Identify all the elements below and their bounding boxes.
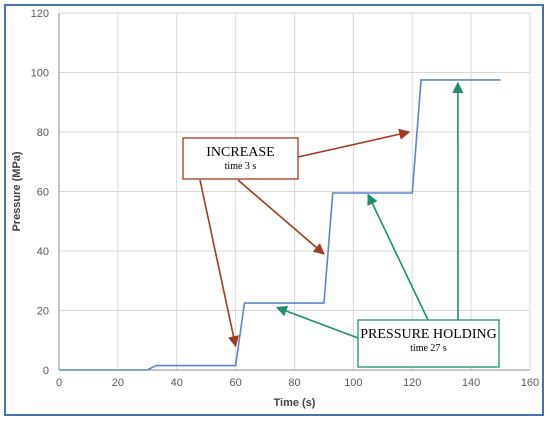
y-tick-label: 100 — [31, 68, 49, 80]
holding-annotation-box — [357, 319, 500, 368]
annotation-arrow — [297, 128, 411, 158]
x-tick-label: 160 — [521, 377, 539, 389]
x-tick-label: 140 — [462, 377, 480, 389]
x-tick-label: 60 — [230, 377, 242, 389]
y-tick-label: 80 — [37, 127, 49, 139]
annotation-arrow — [237, 179, 325, 255]
y-axis-title: Pressure (MPa) — [11, 151, 23, 231]
y-tick-label: 40 — [37, 246, 49, 258]
x-tick-label: 20 — [112, 377, 124, 389]
x-tick-label: 40 — [171, 377, 183, 389]
x-axis-title: Time (s) — [274, 397, 316, 409]
annotation-arrow — [199, 179, 239, 348]
x-tick-label: 0 — [56, 377, 62, 389]
increase-annotation-subtitle: time 3 s — [225, 161, 257, 172]
annotation-arrow — [275, 305, 359, 339]
y-tick-label: 60 — [37, 187, 49, 199]
pressure-series-line — [59, 79, 501, 371]
x-tick-label: 120 — [403, 377, 421, 389]
y-tick-label: 0 — [43, 365, 49, 377]
y-tick-label: 20 — [37, 306, 49, 318]
annotation-arrow — [367, 193, 429, 321]
x-tick-label: 100 — [344, 377, 362, 389]
holding-annotation-subtitle: time 27 s — [410, 343, 447, 354]
y-tick-label: 120 — [31, 8, 49, 20]
increase-annotation-box — [182, 137, 299, 180]
holding-annotation-title: PRESSURE HOLDING — [360, 327, 497, 342]
increase-annotation-title: INCREASE — [206, 145, 274, 160]
x-tick-label: 80 — [288, 377, 300, 389]
